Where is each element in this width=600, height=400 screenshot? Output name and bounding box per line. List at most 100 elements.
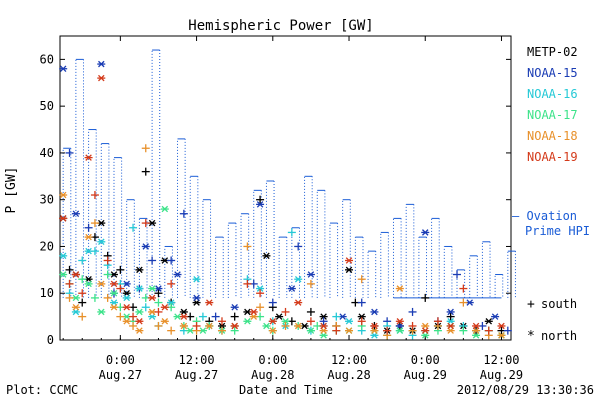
data-point <box>230 312 239 321</box>
data-point <box>97 238 106 246</box>
data-point <box>135 327 144 334</box>
data-point <box>122 289 131 297</box>
data-point <box>141 303 150 312</box>
data-point <box>306 279 315 288</box>
data-point <box>294 299 303 306</box>
legend-item: NOAA-17 <box>527 108 578 122</box>
data-point <box>65 279 74 288</box>
data-point <box>116 312 125 321</box>
data-point <box>453 270 462 279</box>
data-point <box>167 326 176 335</box>
y-tick-label: 20 <box>40 239 54 253</box>
data-point <box>141 219 150 228</box>
data-point <box>84 223 93 232</box>
data-point <box>167 256 176 265</box>
data-point <box>472 327 481 334</box>
data-point <box>78 256 87 265</box>
data-point <box>287 228 296 237</box>
data-point <box>211 312 220 321</box>
y-axis: 0 10 20 30 40 50 60 <box>40 52 511 347</box>
data-point <box>90 219 99 228</box>
data-point <box>109 280 118 288</box>
data-point <box>306 317 315 326</box>
data-point <box>103 293 112 302</box>
data-point <box>154 307 163 316</box>
data-point <box>357 298 366 307</box>
legend-ovation-line2: Prime HPI <box>525 224 590 238</box>
y-tick-label: 10 <box>40 286 54 300</box>
plot-frame <box>59 35 512 341</box>
data-point <box>97 74 106 82</box>
data-point <box>129 321 138 330</box>
data-point <box>179 313 188 320</box>
data-point <box>59 65 68 72</box>
data-point <box>217 326 226 335</box>
y-tick-label: 30 <box>40 193 54 207</box>
data-point <box>160 304 169 311</box>
data-point <box>421 327 430 334</box>
data-point <box>332 312 341 321</box>
data-point <box>205 322 214 330</box>
data-point <box>71 271 80 278</box>
data-point <box>135 285 144 292</box>
data-point <box>395 322 404 330</box>
legend-symbol-label: north <box>541 329 577 343</box>
data-point <box>65 148 74 157</box>
data-point <box>71 304 80 311</box>
legend-symbol-label: south <box>541 297 577 311</box>
data-point <box>459 298 468 307</box>
data-point <box>446 312 455 321</box>
footer-plot-credit: Plot: CCMC <box>6 383 78 397</box>
data-point <box>59 252 68 260</box>
data-point <box>491 313 500 320</box>
data-point <box>370 327 379 334</box>
data-point <box>135 308 144 316</box>
data-point <box>141 243 150 250</box>
data-point <box>230 304 239 311</box>
x-axis: 0:00Aug.2712:00Aug.270:00Aug.2812:00Aug.… <box>62 36 523 382</box>
data-point <box>249 308 258 316</box>
data-point <box>109 299 118 306</box>
data-point <box>116 284 125 293</box>
data-point <box>148 313 157 320</box>
data-point <box>345 327 354 334</box>
data-point <box>268 327 277 334</box>
data-point <box>71 308 80 316</box>
data-point <box>230 326 239 335</box>
data-point <box>408 307 417 316</box>
data-point <box>408 321 417 330</box>
data-point <box>256 289 265 298</box>
data-point <box>503 326 512 335</box>
data-point <box>433 317 442 326</box>
data-point <box>294 322 303 330</box>
data-point <box>281 321 290 330</box>
data-point <box>90 293 99 302</box>
data-point <box>268 298 277 307</box>
data-point <box>383 326 392 335</box>
data-point <box>319 317 328 326</box>
data-point <box>249 313 258 320</box>
data-point <box>103 270 112 279</box>
data-point <box>306 271 315 278</box>
legend: METP-02 NOAA-15 NOAA-16 NOAA-17 NOAA-18 NOAA-… <box>512 45 590 344</box>
data-point <box>122 294 131 302</box>
data-point <box>122 304 131 311</box>
legend-item: NOAA-19 <box>527 150 578 164</box>
data-point <box>71 210 80 217</box>
data-point <box>306 307 315 316</box>
data-point <box>84 280 93 288</box>
data-point <box>141 167 150 176</box>
data-point <box>148 256 157 265</box>
y-tick-label: 50 <box>40 99 54 113</box>
legend-ovation-line1: — Ovation <box>512 209 577 223</box>
data-point <box>179 209 188 218</box>
data-point <box>59 215 68 222</box>
data-point <box>459 326 468 335</box>
data-point <box>198 312 207 321</box>
data-point <box>160 318 169 325</box>
data-point <box>78 275 87 284</box>
data-point <box>370 308 379 316</box>
data-points <box>59 60 512 340</box>
legend-item: NOAA-15 <box>527 66 578 80</box>
